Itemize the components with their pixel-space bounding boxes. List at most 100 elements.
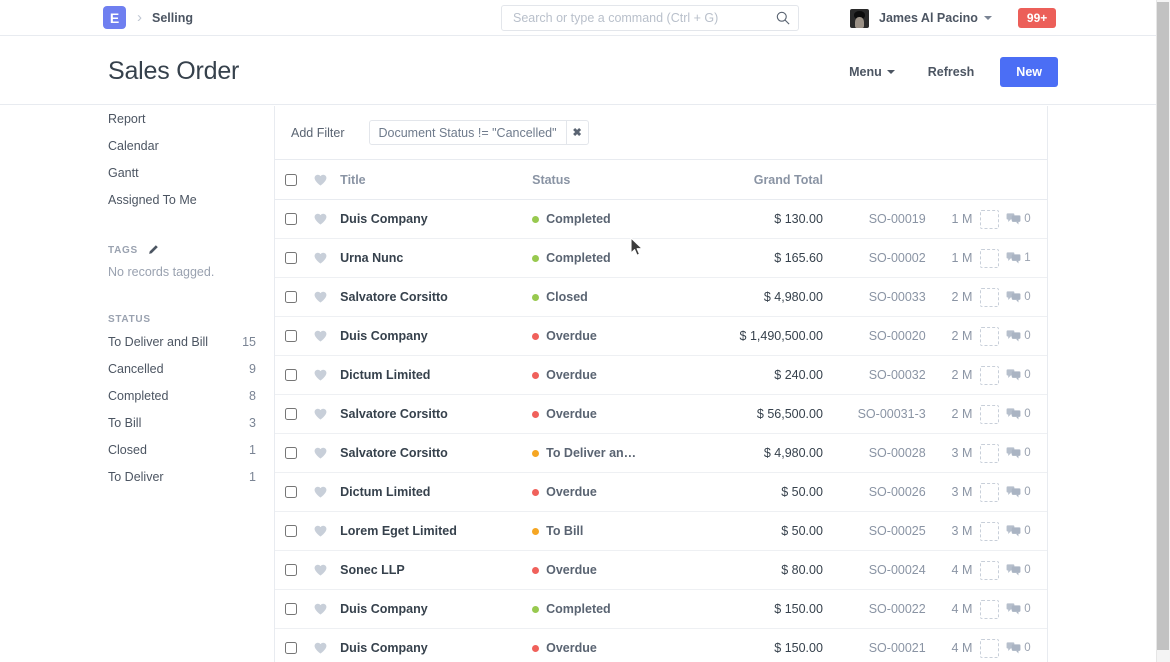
row-assignee-cell[interactable] <box>972 560 1006 580</box>
table-row[interactable]: Urna Nunc Completed $ 165.60 SO-00002 1 M 1 <box>275 239 1047 278</box>
assign-placeholder-icon[interactable] <box>979 326 999 346</box>
page-scrollbar-track[interactable] <box>1156 0 1170 662</box>
row-checkbox[interactable] <box>284 447 297 459</box>
column-header-grand-total[interactable]: Grand Total <box>753 172 823 187</box>
assign-placeholder-icon[interactable] <box>979 443 999 463</box>
row-document-id[interactable]: SO-00031-3 <box>857 407 926 421</box>
row-checkbox[interactable] <box>284 330 297 342</box>
table-row[interactable]: Salvatore Corsitto Overdue $ 56,500.00 SO-0… <box>275 395 1047 434</box>
favorite-heart-icon[interactable] <box>307 213 333 225</box>
row-title[interactable]: Lorem Eget Limited <box>340 524 457 538</box>
row-assignee-cell[interactable] <box>972 521 1006 541</box>
page-scrollbar-thumb[interactable] <box>1157 2 1169 650</box>
favorite-heart-icon[interactable] <box>307 603 333 615</box>
row-title[interactable]: Duis Company <box>340 329 428 343</box>
sidebar-item-report[interactable]: Report <box>108 112 146 126</box>
row-title[interactable]: Duis Company <box>340 212 428 226</box>
row-title[interactable]: Salvatore Corsitto <box>340 290 448 304</box>
row-assignee-cell[interactable] <box>972 209 1006 229</box>
breadcrumb-item-selling[interactable]: Selling <box>152 10 193 25</box>
row-checkbox[interactable] <box>284 564 297 576</box>
row-checkbox[interactable] <box>284 291 297 303</box>
row-checkbox-cell[interactable] <box>275 447 307 459</box>
row-checkbox[interactable] <box>284 642 297 654</box>
row-checkbox[interactable] <box>284 252 297 264</box>
row-checkbox[interactable] <box>284 525 297 537</box>
row-checkbox-cell[interactable] <box>275 408 307 420</box>
new-button[interactable]: New <box>1000 57 1058 87</box>
row-checkbox[interactable] <box>284 408 297 420</box>
table-row[interactable]: Salvatore Corsitto To Deliver an… $ 4,980.… <box>275 434 1047 473</box>
row-document-id[interactable]: SO-00033 <box>868 290 926 304</box>
row-checkbox[interactable] <box>284 213 297 225</box>
assign-placeholder-icon[interactable] <box>979 599 999 619</box>
row-title[interactable]: Dictum Limited <box>340 485 431 499</box>
row-title[interactable]: Sonec LLP <box>340 563 405 577</box>
sidebar-status-to-deliver-and-bill[interactable]: To Deliver and Bill 15 <box>108 329 256 356</box>
assign-placeholder-icon[interactable] <box>979 248 999 268</box>
select-all-checkbox[interactable] <box>284 173 297 186</box>
row-comments-cell[interactable]: 0 <box>1006 524 1047 538</box>
row-assignee-cell[interactable] <box>972 248 1006 268</box>
row-checkbox[interactable] <box>284 486 297 498</box>
row-document-id[interactable]: SO-00026 <box>868 485 926 499</box>
row-document-id[interactable]: SO-00028 <box>868 446 926 460</box>
table-row[interactable]: Duis Company Overdue $ 150.00 SO-00021 4 M 0 <box>275 629 1047 662</box>
table-row[interactable]: Salvatore Corsitto Closed $ 4,980.00 SO-000… <box>275 278 1047 317</box>
row-checkbox-cell[interactable] <box>275 369 307 381</box>
assign-placeholder-icon[interactable] <box>979 638 999 658</box>
add-filter-button[interactable]: Add Filter <box>291 125 345 140</box>
row-document-id[interactable]: SO-00024 <box>868 563 926 577</box>
row-document-id[interactable]: SO-00022 <box>868 602 926 616</box>
row-comments-cell[interactable]: 0 <box>1006 212 1047 226</box>
assign-placeholder-icon[interactable] <box>979 365 999 385</box>
sidebar-item-assigned-to-me[interactable]: Assigned To Me <box>108 193 197 207</box>
favorite-heart-icon[interactable] <box>307 369 333 381</box>
row-checkbox-cell[interactable] <box>275 564 307 576</box>
row-title[interactable]: Duis Company <box>340 602 428 616</box>
row-title[interactable]: Urna Nunc <box>340 251 404 265</box>
active-filter-chip[interactable]: Document Status != "Cancelled" ✖ <box>368 120 589 145</box>
row-comments-cell[interactable]: 0 <box>1006 446 1047 460</box>
search-input[interactable] <box>502 6 768 30</box>
table-row[interactable]: Duis Company Completed $ 130.00 SO-00019 1 M… <box>275 200 1047 239</box>
favorite-heart-icon[interactable] <box>307 447 333 459</box>
row-document-id[interactable]: SO-00019 <box>868 212 926 226</box>
row-assignee-cell[interactable] <box>972 404 1006 424</box>
row-document-id[interactable]: SO-00032 <box>868 368 926 382</box>
favorite-heart-icon[interactable] <box>307 642 333 654</box>
close-icon[interactable]: ✖ <box>565 121 588 144</box>
column-header-title[interactable]: Title <box>340 172 366 187</box>
favorite-heart-icon[interactable] <box>307 408 333 420</box>
row-comments-cell[interactable]: 0 <box>1006 485 1047 499</box>
assign-placeholder-icon[interactable] <box>979 521 999 541</box>
select-all-checkbox-cell[interactable] <box>275 173 307 186</box>
row-document-id[interactable]: SO-00021 <box>868 641 926 655</box>
sidebar-status-to-deliver[interactable]: To Deliver 1 <box>108 464 256 491</box>
table-row[interactable]: Dictum Limited Overdue $ 50.00 SO-00026 3 M 0 <box>275 473 1047 512</box>
row-title[interactable]: Dictum Limited <box>340 368 431 382</box>
row-checkbox-cell[interactable] <box>275 291 307 303</box>
row-document-id[interactable]: SO-00020 <box>868 329 926 343</box>
row-assignee-cell[interactable] <box>972 638 1006 658</box>
favorite-heart-icon[interactable] <box>307 330 333 342</box>
pencil-icon[interactable] <box>147 244 159 256</box>
row-comments-cell[interactable]: 0 <box>1006 602 1047 616</box>
sidebar-status-cancelled[interactable]: Cancelled 9 <box>108 356 256 383</box>
row-assignee-cell[interactable] <box>972 482 1006 502</box>
chevron-down-icon[interactable] <box>983 16 992 20</box>
row-assignee-cell[interactable] <box>972 365 1006 385</box>
row-checkbox-cell[interactable] <box>275 213 307 225</box>
row-comments-cell[interactable]: 1 <box>1006 251 1047 265</box>
global-search[interactable] <box>501 5 799 31</box>
row-checkbox-cell[interactable] <box>275 525 307 537</box>
table-row[interactable]: Dictum Limited Overdue $ 240.00 SO-00032 2 M… <box>275 356 1047 395</box>
assign-placeholder-icon[interactable] <box>979 209 999 229</box>
row-assignee-cell[interactable] <box>972 287 1006 307</box>
sidebar-status-to-bill[interactable]: To Bill 3 <box>108 410 256 437</box>
favorite-heart-icon[interactable] <box>307 291 333 303</box>
table-row[interactable]: Duis Company Overdue $ 1,490,500.00 SO-0002… <box>275 317 1047 356</box>
search-icon[interactable] <box>768 11 798 25</box>
table-row[interactable]: Duis Company Completed $ 150.00 SO-00022 4 M… <box>275 590 1047 629</box>
row-checkbox-cell[interactable] <box>275 252 307 264</box>
